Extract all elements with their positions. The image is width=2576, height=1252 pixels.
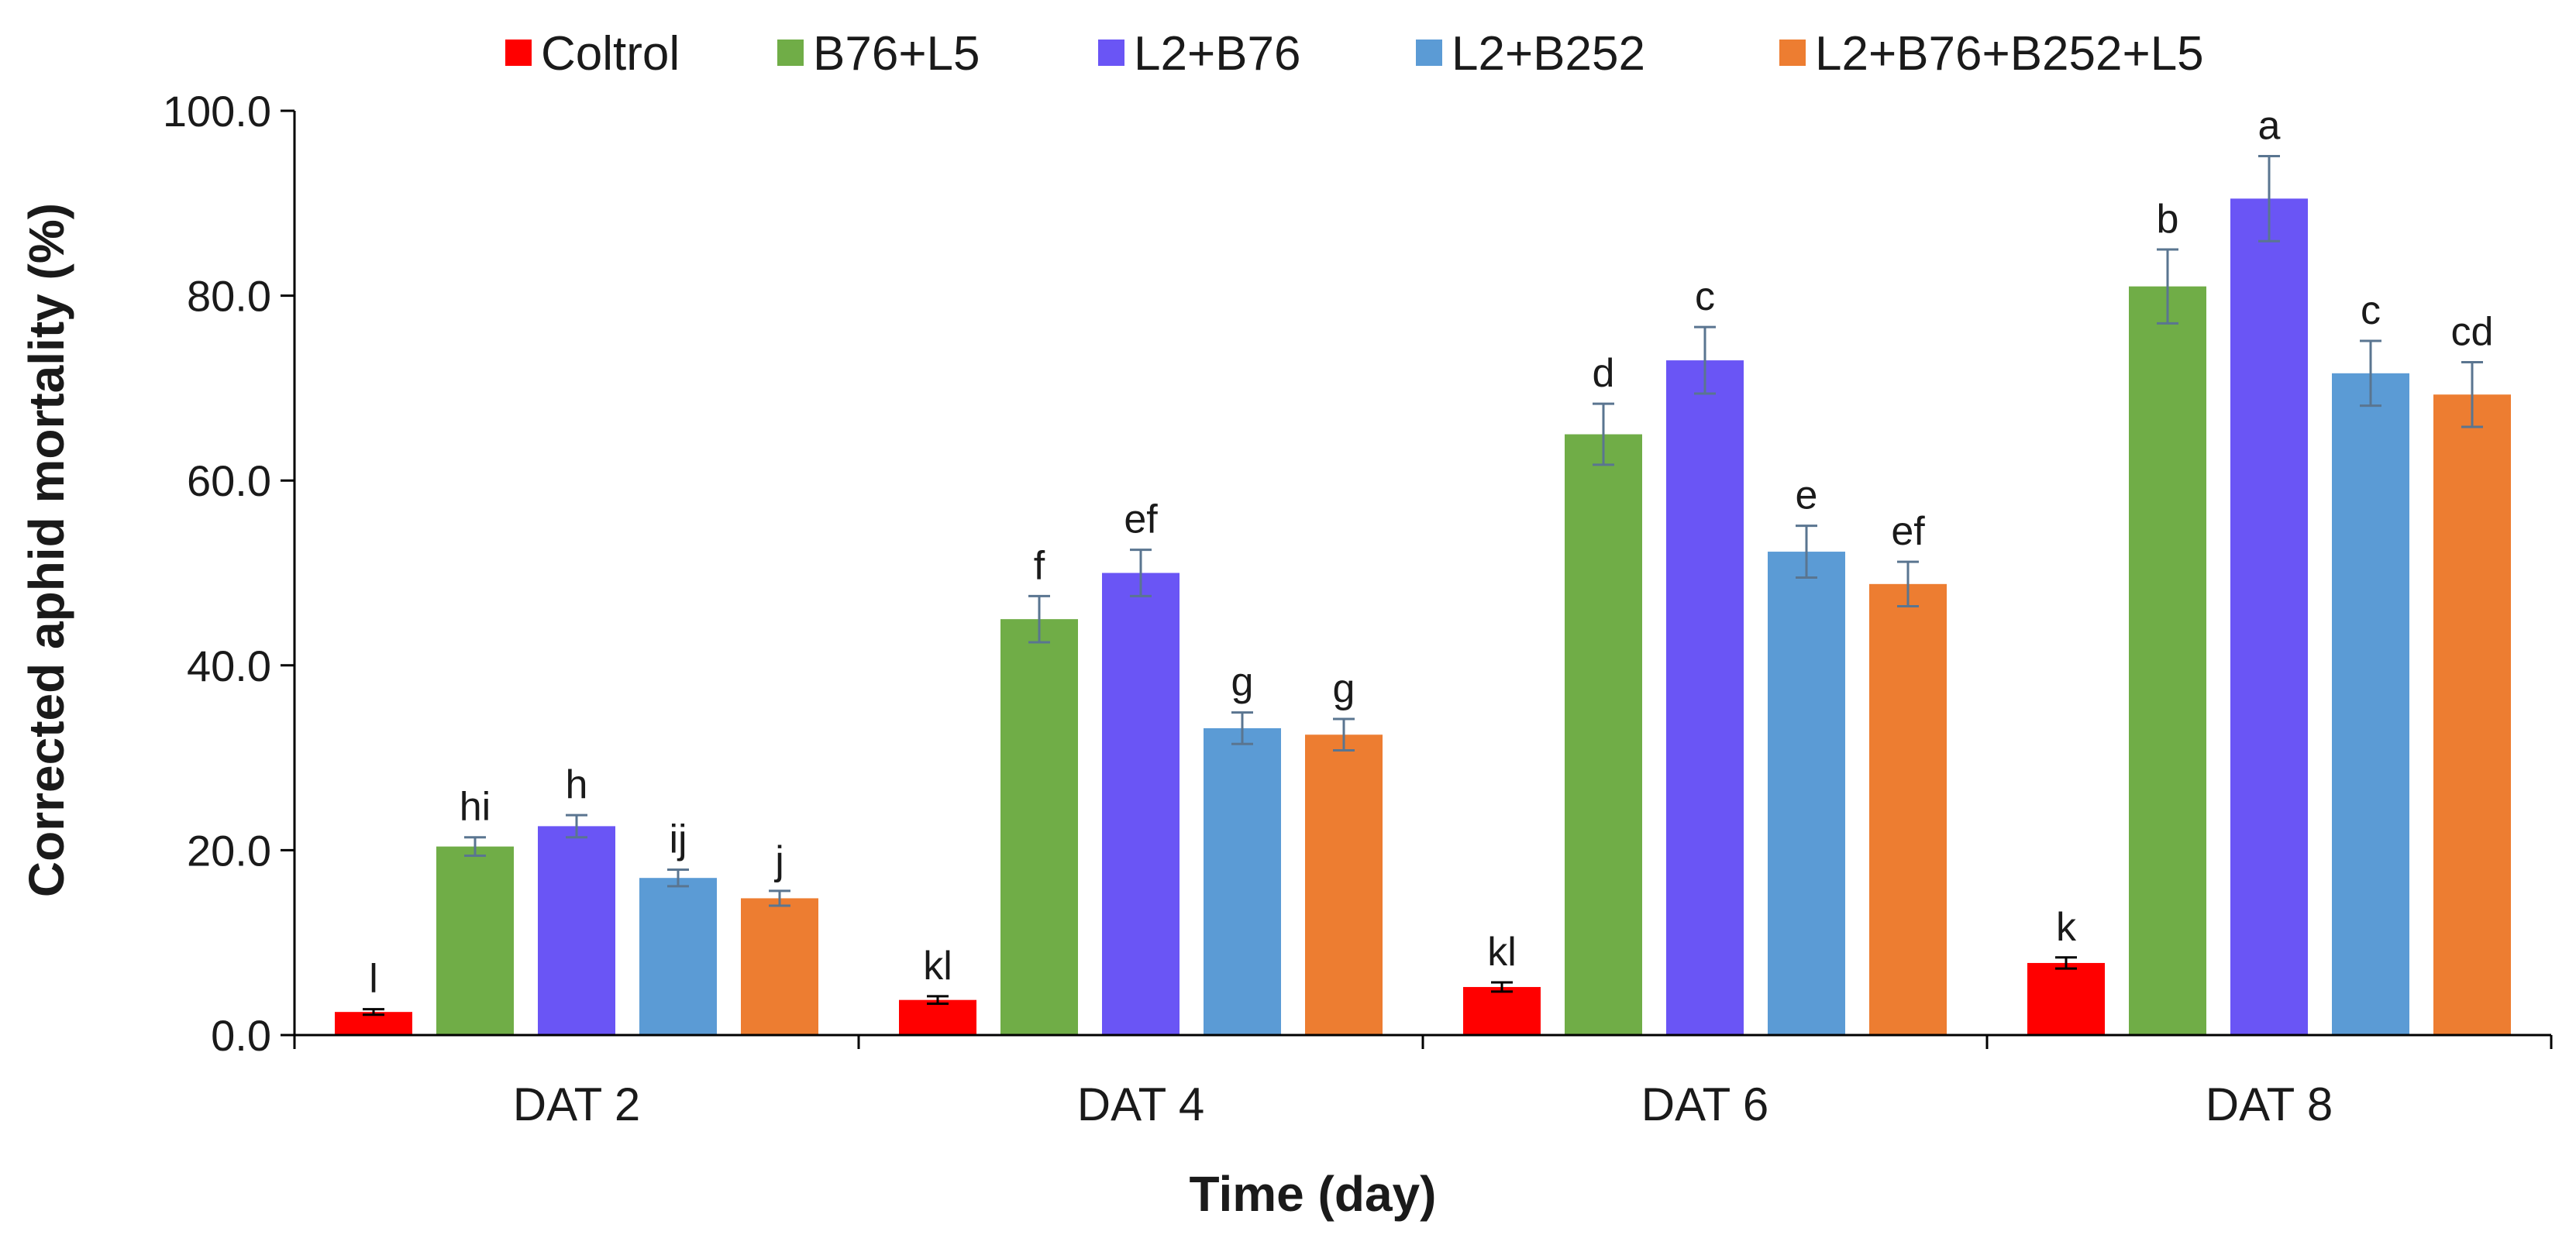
legend-label: L2+B76 [1134, 27, 1301, 81]
bar [436, 846, 514, 1035]
significance-label: g [1231, 660, 1254, 705]
bar [639, 878, 717, 1035]
bar [1000, 619, 1078, 1035]
bar-groups: l hi h ij j kl f ef g g kl d c e ef k b a c cd [335, 103, 2511, 1036]
y-tick-label: 40.0 [187, 641, 271, 690]
bar [1463, 986, 1541, 1035]
x-tick-label: DAT 8 [2206, 1078, 2333, 1130]
significance-label: c [1695, 274, 1715, 319]
significance-label: kl [1487, 930, 1517, 975]
legend-item: L2+B252 [1416, 27, 1645, 81]
bar [1869, 583, 1947, 1035]
legend-swatch [1098, 40, 1124, 66]
y-tick-label: 60.0 [187, 456, 271, 505]
bar [741, 898, 818, 1035]
significance-label: kl [923, 944, 952, 989]
bar-group: l hi h ij j [335, 762, 818, 1035]
legend: Coltrol B76+L5 L2+B76 L2+B252 L2+B76+B252+L5 [505, 27, 2204, 81]
legend-swatch [505, 40, 532, 66]
significance-label: b [2157, 197, 2179, 242]
y-tick-label: 100.0 [163, 87, 271, 136]
significance-label: k [2056, 905, 2077, 950]
x-tick-label: DAT 6 [1641, 1078, 1769, 1130]
significance-label: l [369, 957, 378, 1002]
legend-label: B76+L5 [813, 27, 980, 81]
legend-swatch [1779, 40, 1806, 66]
legend-label: Coltrol [541, 27, 680, 81]
y-tick-label: 20.0 [187, 826, 271, 875]
significance-label: cd [2451, 309, 2494, 354]
bar [1565, 434, 1642, 1035]
significance-label: h [566, 762, 588, 807]
bar [2230, 198, 2308, 1036]
bar [1102, 573, 1180, 1035]
y-tick-label: 80.0 [187, 272, 271, 321]
legend-item: Coltrol [505, 27, 680, 81]
significance-label: ef [1891, 509, 1925, 554]
y-axis: 0.0 20.0 40.0 60.0 80.0 100.0 [163, 87, 296, 1060]
significance-label: hi [460, 785, 491, 830]
bar [2332, 373, 2409, 1035]
bar-group: k b a c cd [2027, 103, 2511, 1036]
bar [1204, 727, 1281, 1035]
significance-label: a [2258, 103, 2281, 148]
y-axis-title: Corrected aphid mortality (%) [19, 203, 74, 897]
bar [2129, 286, 2206, 1035]
bar [1666, 360, 1744, 1035]
legend-item: L2+B76 [1098, 27, 1301, 81]
significance-label: ef [1124, 497, 1158, 542]
bar [1768, 552, 1845, 1035]
x-axis: DAT 2 DAT 4 DAT 6 DAT 8 [293, 1034, 2553, 1130]
bar [538, 826, 615, 1035]
significance-label: d [1593, 351, 1615, 396]
significance-label: j [773, 838, 784, 883]
legend-label: L2+B76+B252+L5 [1815, 27, 2204, 81]
bar [1305, 734, 1383, 1035]
bar [2433, 394, 2511, 1036]
legend-swatch [777, 40, 804, 66]
bar [2027, 962, 2105, 1035]
significance-label: c [2361, 288, 2381, 333]
bar-group: kl f ef g g [899, 497, 1383, 1035]
legend-item: B76+L5 [777, 27, 980, 81]
significance-label: ij [669, 817, 687, 862]
x-tick-label: DAT 2 [513, 1078, 641, 1130]
legend-label: L2+B252 [1452, 27, 1645, 81]
x-tick-label: DAT 4 [1077, 1078, 1205, 1130]
significance-label: g [1333, 666, 1355, 711]
significance-label: f [1034, 543, 1045, 588]
y-tick-label: 0.0 [211, 1011, 271, 1060]
bar-group: kl d c e ef [1463, 274, 1947, 1035]
significance-label: e [1796, 473, 1818, 518]
bar [899, 999, 976, 1035]
x-axis-title: Time (day) [1190, 1166, 1437, 1222]
legend-swatch [1416, 40, 1442, 66]
legend-item: L2+B76+B252+L5 [1779, 27, 2204, 81]
